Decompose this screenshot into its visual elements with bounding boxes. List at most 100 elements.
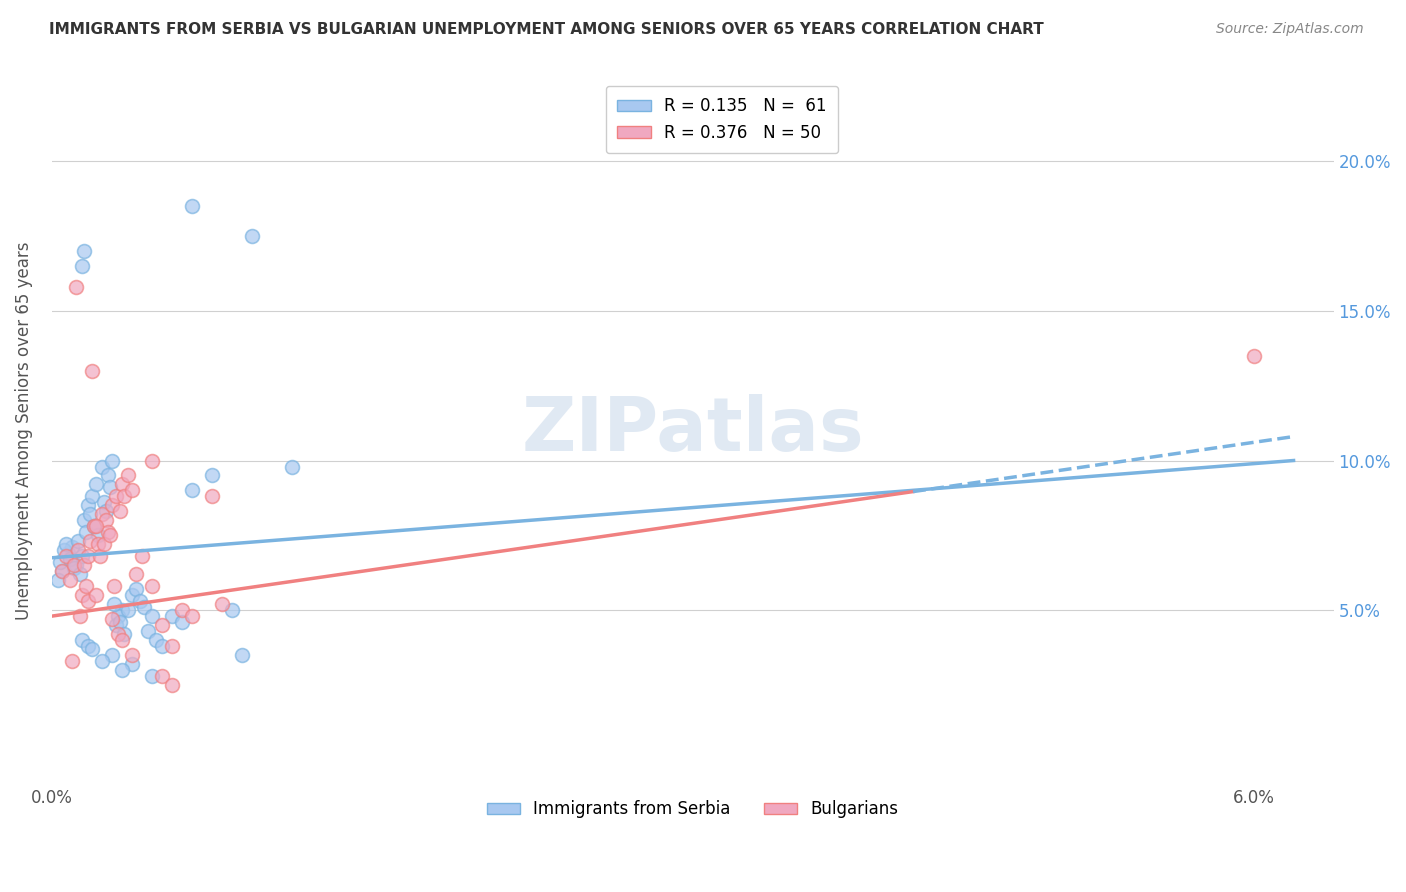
Point [60,654,83,668]
Point [70,259,93,273]
Point [62,561,84,575]
Text: IMMIGRANTS FROM SERBIA VS BULGARIAN UNEMPLOYMENT AMONG SENIORS OVER 65 YEARS COR: IMMIGRANTS FROM SERBIA VS BULGARIAN UNEM… [49,22,1045,37]
Point [56,546,79,560]
Point [121,483,143,498]
Point [76,549,98,564]
Point [117,603,139,617]
Point [141,669,163,683]
Point [75,579,97,593]
Point [111,477,134,491]
Point [51,564,73,578]
Point [55,549,77,564]
Point [181,199,204,213]
Point [170,615,193,629]
Point [101,499,124,513]
Point [101,612,124,626]
Point [87,528,110,542]
Point [83,519,105,533]
Y-axis label: Unemployment Among Seniors over 65 years: Unemployment Among Seniors over 65 years [15,242,32,620]
Point [181,609,204,624]
Point [70,549,93,564]
Point [84,588,107,602]
Point [107,627,129,641]
Point [51,564,73,578]
Point [112,627,135,641]
Point [80,490,103,504]
Point [90,654,112,668]
Point [150,669,173,683]
Point [75,525,97,540]
Point [76,499,98,513]
Point [98,528,121,542]
Point [70,633,93,648]
Point [73,558,96,573]
Point [70,588,93,602]
Point [52,543,75,558]
Point [65,280,87,294]
Point [281,459,304,474]
Point [141,609,163,624]
Point [73,244,96,258]
Point [121,657,143,671]
Point [111,603,134,617]
Point [240,229,263,244]
Point [97,525,120,540]
Point [66,543,89,558]
Point [94,504,117,518]
Point [150,639,173,653]
Point [103,597,125,611]
Point [121,588,143,602]
Point [84,477,107,491]
Point [211,597,233,611]
Text: Source: ZipAtlas.com: Source: ZipAtlas.com [1216,22,1364,37]
Point [160,639,183,653]
Point [49,555,72,569]
Point [125,567,148,582]
Point [46,573,69,587]
Point [79,508,101,522]
Point [59,573,82,587]
Point [80,364,103,378]
Point [131,549,153,564]
Point [201,468,224,483]
Text: ZIPatlas: ZIPatlas [522,394,865,467]
Point [93,495,115,509]
Point [69,609,91,624]
Point [101,453,124,467]
Point [145,633,167,648]
Point [231,648,253,662]
Point [1243,349,1265,363]
Point [87,537,110,551]
Point [128,594,150,608]
Point [121,648,143,662]
Point [73,513,96,527]
Point [108,615,131,629]
Point [69,567,91,582]
Point [90,459,112,474]
Point [112,490,135,504]
Point [160,678,183,692]
Point [132,600,155,615]
Point [150,618,173,632]
Point [60,541,83,555]
Point [136,624,159,639]
Point [65,558,87,573]
Point [66,534,89,549]
Point [59,552,82,566]
Point [170,603,193,617]
Point [101,648,124,662]
Point [76,594,98,608]
Point [76,639,98,653]
Point [94,513,117,527]
Point [108,504,131,518]
Point [111,633,134,648]
Point [103,579,125,593]
Point [141,453,163,467]
Point [117,468,139,483]
Point [104,490,127,504]
Point [79,534,101,549]
Point [160,609,183,624]
Point [55,537,77,551]
Point [107,609,129,624]
Point [181,483,204,498]
